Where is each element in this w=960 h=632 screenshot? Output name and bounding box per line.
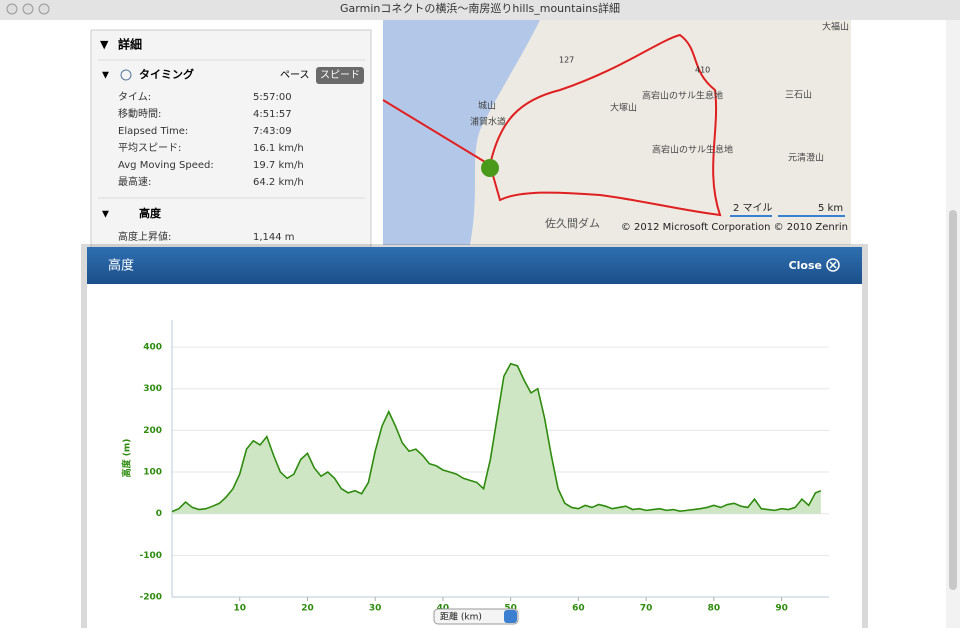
section-title: 詳細 [118,37,142,52]
window-button[interactable] [38,3,50,15]
close-icon[interactable] [826,258,840,272]
scale-label: 2 マイル [733,203,773,214]
modal-title: 高度 [108,258,134,274]
row-label: Elapsed Time: [118,126,188,137]
copyright: © 2012 Microsoft Corporation © 2010 Zenr… [621,222,848,233]
close-button[interactable]: Close [789,259,822,272]
row-value: 19.7 km/h [253,160,304,171]
modal [87,247,862,628]
y-tick-label: 100 [143,468,162,478]
x-tick-label: 10 [233,604,246,614]
window-button[interactable] [6,3,18,15]
x-tick-label: 20 [301,604,314,614]
road-number: 410 [695,66,710,75]
modal-header [87,247,862,284]
row-value: 4:51:57 [253,109,292,120]
map-label: 高宕山のサル生息地 [642,90,723,102]
scale-label: 5 km [818,203,843,214]
map-label: 大福山 [822,21,849,33]
row-label: 高度上昇値: [118,230,171,243]
start-marker[interactable] [481,159,499,177]
y-tick-label: 400 [143,343,162,353]
subsection-title: 高度 [139,206,162,220]
map-label: 浦賀水道 [470,116,506,128]
y-tick-label: 200 [143,426,162,436]
sea [383,20,540,245]
road-number: 127 [559,56,574,65]
row-label: タイム: [118,91,151,103]
tab[interactable]: ペース [280,70,310,81]
row-value: 64.2 km/h [253,177,304,188]
title-bar [0,0,960,20]
row-value: 16.1 km/h [253,143,304,154]
y-tick-label: -200 [139,593,162,603]
x-tick-label: 30 [369,604,382,614]
x-tick-label: 60 [572,604,585,614]
y-axis-title: 高度 (m) [121,439,133,478]
clock-icon [120,69,132,81]
x-axis-select[interactable] [433,608,519,625]
map-label: 三石山 [785,90,812,101]
area [172,363,821,514]
toggle[interactable]: ▼ [102,71,109,81]
x-tick-label: 70 [640,604,653,614]
map-label: 高宕山のサル生息地 [652,144,733,156]
window-title: Garminコネクトの横浜～南房巡りhills_mountains詳細 [340,1,620,15]
x-tick-label: 90 [775,604,788,614]
row-value: 1,144 m [253,232,295,243]
tab[interactable]: スピード [320,69,360,81]
route [382,33,722,217]
window-button[interactable] [22,3,34,15]
x-tick-label: 80 [708,604,721,614]
y-tick-label: 300 [143,384,162,394]
y-tick-label: 0 [156,509,162,519]
map-label: 元清澄山 [788,152,824,164]
toggle[interactable]: ▼ [102,210,109,220]
tab-active[interactable] [316,67,364,84]
map-label: 大塚山 [610,102,637,114]
row-value: 5:57:00 [253,92,292,103]
x-axis-title[interactable]: 距離 (km) [440,611,482,623]
row-label: 最高速: [118,175,151,188]
map-label: 城山 [478,101,496,112]
details-panel [90,29,372,251]
row-label: Avg Moving Speed: [118,160,214,171]
row-value: 7:43:09 [253,126,292,137]
scroll-thumb[interactable] [949,210,957,590]
row-label: 平均スピード: [118,142,181,154]
map-label: 佐久間ダム [545,216,600,230]
toggle[interactable]: ▼ [100,38,109,51]
select-arrow[interactable] [504,610,517,623]
row-label: 移動時間: [118,107,161,120]
y-tick-label: -100 [139,551,162,561]
close-icon[interactable] [829,261,837,269]
line [171,362,822,513]
subsection-title: タイミング [139,67,194,81]
